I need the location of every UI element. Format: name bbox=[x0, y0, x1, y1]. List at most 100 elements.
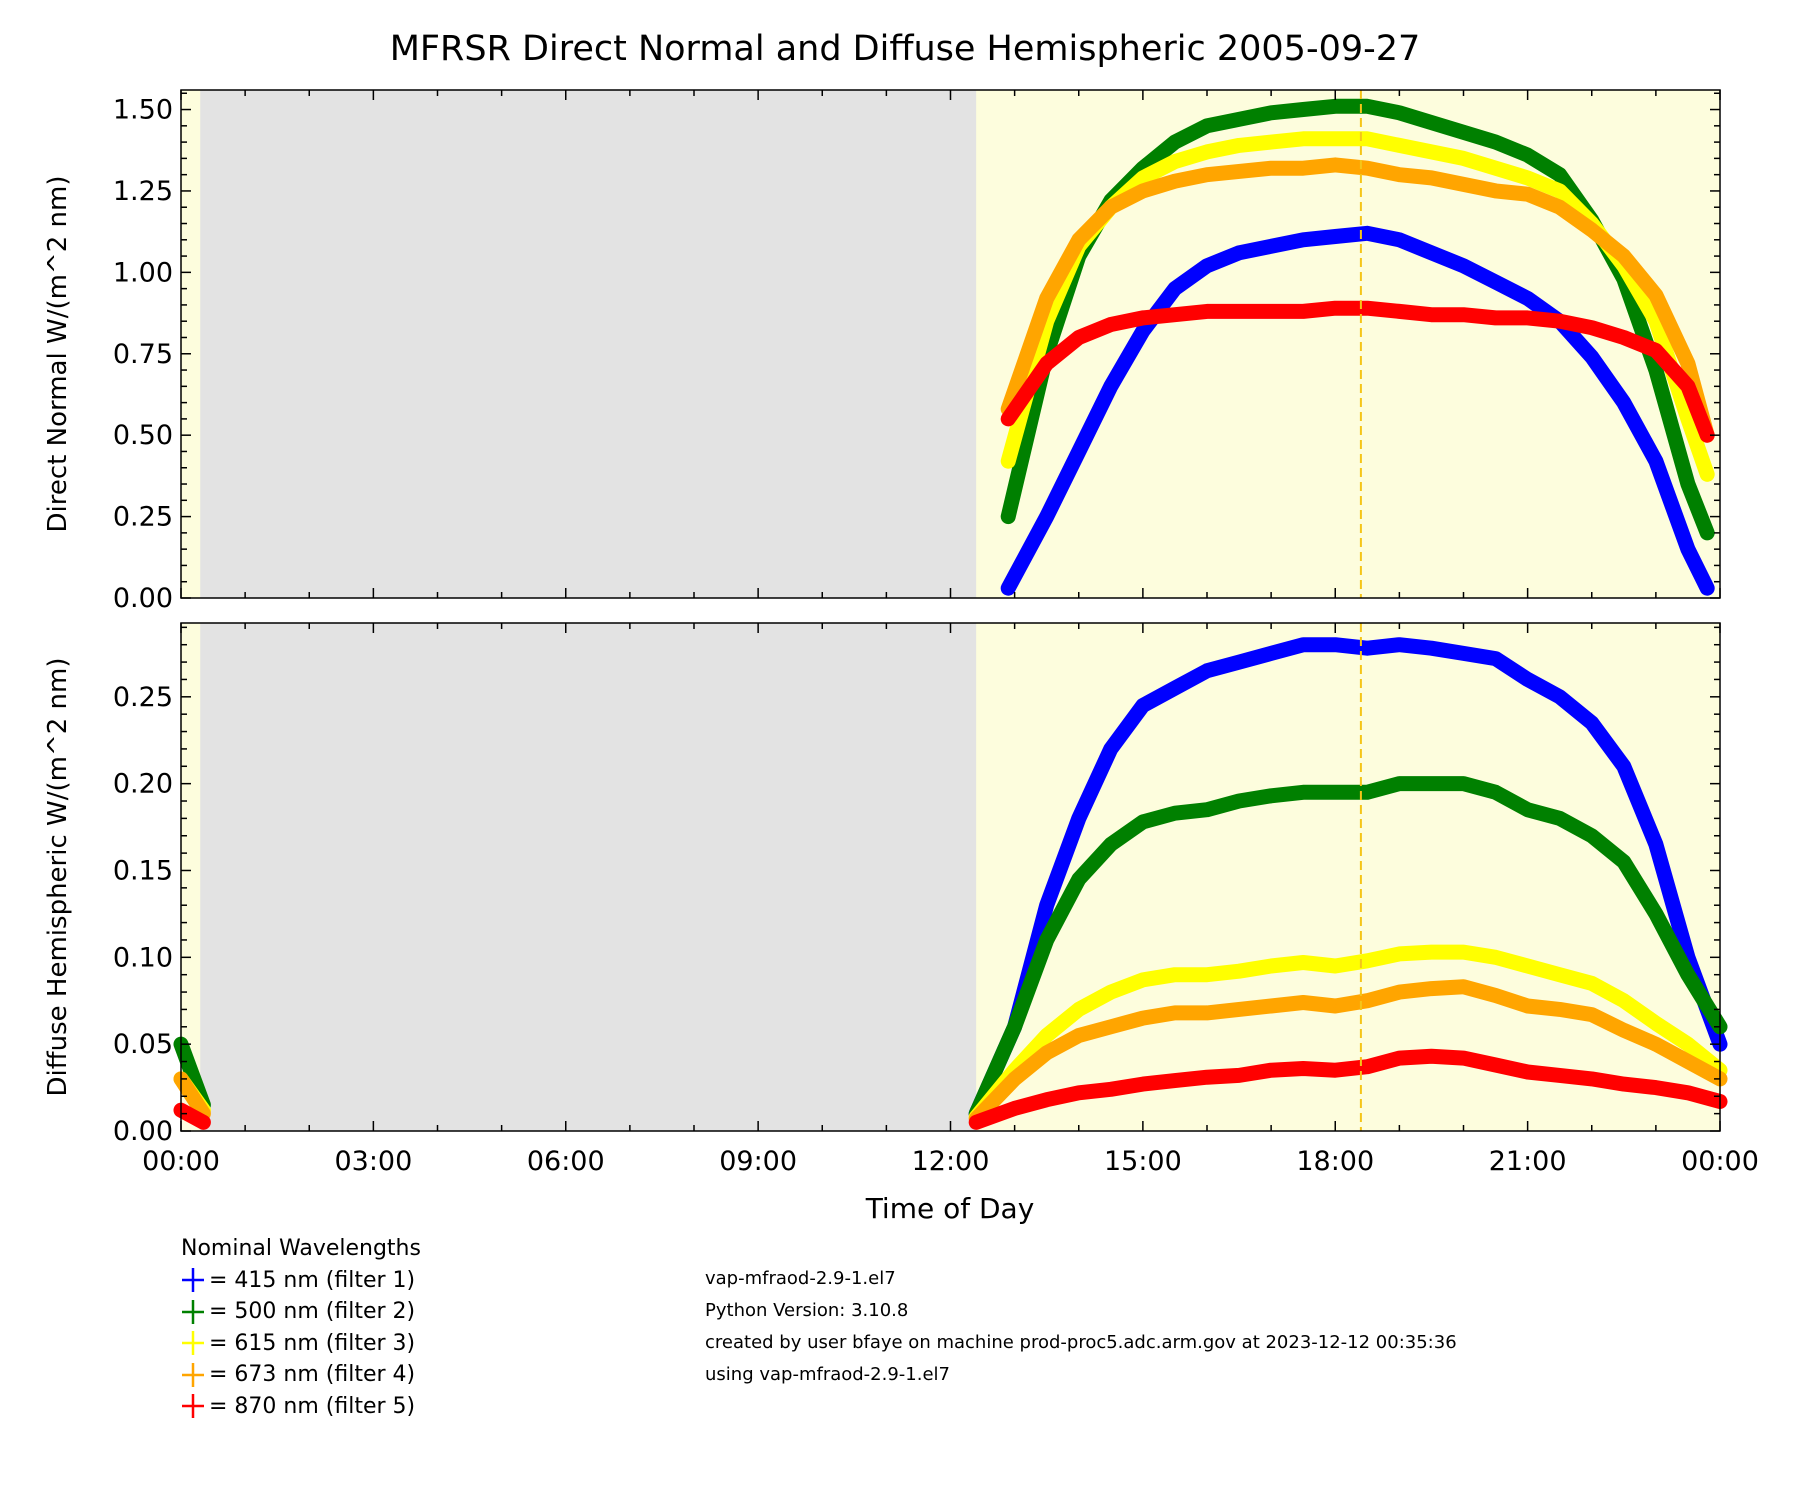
x-tick-label: 12:00 bbox=[912, 1146, 990, 1177]
data-point bbox=[1333, 964, 1338, 969]
data-point bbox=[1397, 1056, 1402, 1061]
data-point bbox=[1269, 110, 1274, 115]
data-point bbox=[1108, 384, 1113, 389]
data-point bbox=[1525, 677, 1530, 682]
plot-frame bbox=[180, 89, 1721, 599]
series-673-nm bbox=[968, 979, 1728, 1127]
legend-label: = 673 nm (filter 4) bbox=[209, 1362, 416, 1387]
data-point bbox=[1301, 1066, 1306, 1071]
data-point bbox=[1108, 205, 1113, 210]
data-point bbox=[1653, 842, 1658, 847]
data-point bbox=[1557, 172, 1562, 177]
data-point bbox=[1589, 720, 1594, 725]
data-point bbox=[1397, 781, 1402, 786]
data-point bbox=[201, 1120, 206, 1125]
data-point bbox=[1557, 1073, 1562, 1078]
legend-item: = 615 nm (filter 3) bbox=[181, 1328, 415, 1358]
data-point bbox=[1397, 237, 1402, 242]
data-point bbox=[1205, 123, 1209, 128]
data-point bbox=[1269, 1068, 1274, 1073]
data-point bbox=[1333, 104, 1338, 109]
legend-item: = 415 nm (filter 1) bbox=[181, 1265, 415, 1295]
data-point bbox=[1076, 877, 1081, 882]
data-point bbox=[1493, 280, 1498, 285]
data-point bbox=[1685, 361, 1690, 366]
data-point bbox=[1365, 166, 1370, 171]
data-point bbox=[1653, 319, 1658, 324]
data-point bbox=[1172, 686, 1177, 691]
data-point bbox=[1653, 1021, 1658, 1026]
data-point bbox=[1397, 143, 1402, 148]
data-point bbox=[1076, 816, 1081, 821]
data-point bbox=[1140, 819, 1145, 824]
y-tick-label: 0.05 bbox=[113, 1029, 173, 1060]
data-point bbox=[1493, 955, 1498, 960]
data-point bbox=[1365, 790, 1370, 795]
data-point bbox=[1525, 175, 1530, 180]
data-point bbox=[1205, 309, 1209, 314]
series-870-nm bbox=[968, 1048, 1728, 1130]
data-point bbox=[1044, 514, 1049, 519]
data-point bbox=[1429, 781, 1434, 786]
data-point bbox=[1705, 472, 1710, 477]
data-point bbox=[1397, 110, 1402, 115]
data-point bbox=[1365, 136, 1370, 141]
data-point bbox=[1429, 312, 1434, 317]
data-point bbox=[1044, 1033, 1049, 1038]
data-point bbox=[1589, 355, 1594, 360]
data-point bbox=[1205, 172, 1209, 177]
data-point bbox=[1301, 166, 1306, 171]
data-point bbox=[1365, 958, 1370, 963]
data-point bbox=[1333, 1068, 1338, 1073]
x-tick-label: 18:00 bbox=[1296, 1146, 1374, 1177]
data-point bbox=[1365, 998, 1370, 1003]
data-point bbox=[1237, 169, 1242, 174]
data-point bbox=[1493, 656, 1498, 661]
data-point bbox=[1269, 244, 1274, 249]
data-point bbox=[1461, 781, 1466, 786]
data-point bbox=[1076, 1007, 1081, 1012]
data-point bbox=[1076, 449, 1081, 454]
data-point bbox=[1269, 964, 1274, 969]
data-point bbox=[1172, 1078, 1177, 1083]
data-point bbox=[1397, 642, 1402, 647]
data-point bbox=[1621, 400, 1626, 405]
data-point bbox=[1237, 117, 1242, 122]
x-tick-label: 03:00 bbox=[334, 1146, 412, 1177]
data-point bbox=[1108, 746, 1113, 751]
data-point bbox=[1461, 182, 1466, 187]
data-point bbox=[1461, 1056, 1466, 1061]
data-point bbox=[1205, 807, 1209, 812]
series-415-nm bbox=[968, 637, 1728, 1122]
y-tick-label: 0.00 bbox=[113, 583, 173, 614]
data-point bbox=[1589, 1012, 1594, 1017]
data-point bbox=[1333, 790, 1338, 795]
legend-item: = 673 nm (filter 4) bbox=[181, 1360, 415, 1390]
data-point bbox=[1653, 459, 1658, 464]
data-point bbox=[1685, 972, 1690, 977]
y-tick-label: 0.15 bbox=[113, 855, 173, 886]
data-point bbox=[1461, 312, 1466, 317]
data-point bbox=[1172, 972, 1177, 977]
data-point bbox=[1621, 998, 1626, 1003]
data-point bbox=[1589, 1076, 1594, 1081]
data-point bbox=[974, 1120, 979, 1125]
data-point bbox=[1237, 143, 1242, 148]
legend-label: = 870 nm (filter 5) bbox=[209, 1393, 416, 1419]
data-point bbox=[1269, 140, 1274, 145]
meta-version: vap-mfraod-2.9-1.el7 bbox=[705, 1268, 896, 1289]
data-point bbox=[1557, 188, 1562, 193]
data-point bbox=[1140, 175, 1145, 180]
data-point bbox=[1140, 703, 1145, 708]
data-point bbox=[1493, 1063, 1498, 1068]
data-point bbox=[1493, 993, 1498, 998]
y-tick-label: 0.25 bbox=[113, 682, 173, 713]
data-point bbox=[1365, 646, 1370, 651]
data-point bbox=[1493, 140, 1498, 145]
data-point bbox=[1461, 651, 1466, 656]
data-point bbox=[1172, 286, 1177, 291]
data-point bbox=[1653, 1042, 1658, 1047]
data-point bbox=[1006, 586, 1011, 591]
data-point bbox=[1429, 986, 1434, 991]
data-point bbox=[1685, 1042, 1690, 1047]
